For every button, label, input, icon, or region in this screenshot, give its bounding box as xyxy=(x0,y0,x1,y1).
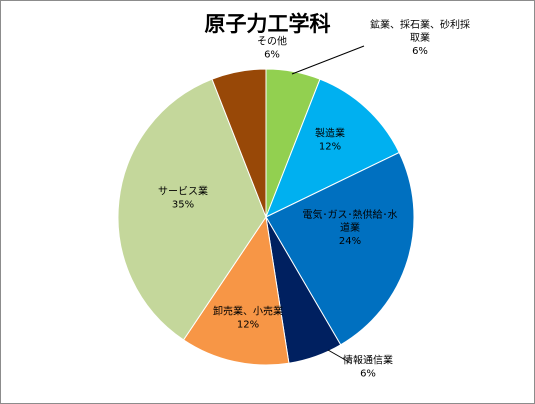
leader-line xyxy=(327,349,350,363)
pie-slice xyxy=(265,78,400,219)
slice-category-label: その他 xyxy=(257,35,287,48)
chart-title: 原子力工学科 xyxy=(204,12,331,36)
slice-category-label: 鉱業、採石業、砂利採 xyxy=(370,18,470,31)
slice-value-label: 12% xyxy=(319,142,341,153)
slice-value-label: 24% xyxy=(339,236,361,247)
slice-category-label: 道業 xyxy=(340,221,360,234)
slice-category-label: サービス業 xyxy=(158,185,208,198)
pie-slice xyxy=(117,78,267,341)
slice-value-label: 12% xyxy=(237,320,259,331)
slice-category-label: 製造業 xyxy=(315,127,345,140)
slice-category-label: 取業 xyxy=(410,31,430,44)
slice-value-label: 6% xyxy=(412,46,428,57)
slice-value-label: 6% xyxy=(264,50,280,61)
leader-line xyxy=(291,45,365,75)
slice-value-label: 6% xyxy=(360,369,376,380)
pie-slice xyxy=(211,68,267,218)
slice-category-label: 電気･ガス･熱供給･水 xyxy=(303,208,398,221)
slice-category-label: 情報通信業 xyxy=(343,354,393,367)
pie-slice xyxy=(265,151,415,346)
slice-value-label: 35% xyxy=(172,200,194,211)
pie-slice xyxy=(182,215,290,366)
slice-category-label: 卸売業、小売業 xyxy=(213,305,283,318)
